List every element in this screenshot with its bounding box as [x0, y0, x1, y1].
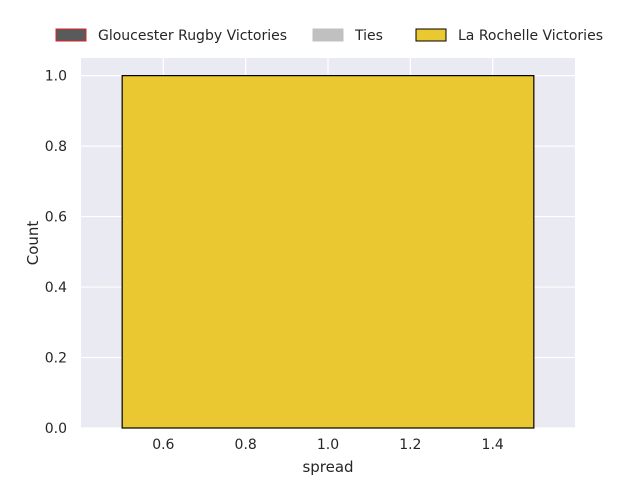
legend-swatch-0: [55, 28, 87, 42]
legend-swatch-2: [415, 28, 447, 42]
bars-group: [121, 75, 535, 429]
legend: Gloucester Rugby Victories Ties La Rochell…: [55, 28, 603, 44]
legend-label-1: Ties: [354, 28, 383, 44]
y-axis-label: Count: [24, 221, 42, 266]
y-tick-label-1: 0.2: [45, 351, 67, 367]
y-tick-label-5: 1.0: [45, 69, 67, 85]
x-tick-label-1: 0.8: [235, 437, 257, 453]
x-tick-labels: 0.6 0.8 1.0 1.2 1.4: [152, 437, 504, 453]
legend-label-0: Gloucester Rugby Victories: [98, 28, 287, 44]
y-tick-label-2: 0.4: [45, 280, 67, 296]
x-tick-label-0: 0.6: [152, 437, 174, 453]
y-tick-label-4: 0.8: [45, 139, 67, 155]
legend-swatch-1: [312, 28, 344, 42]
bar-2-0: [121, 75, 535, 429]
y-tick-label-0: 0.0: [45, 421, 67, 437]
y-tick-label-3: 0.6: [45, 210, 67, 226]
x-tick-label-2: 1.0: [317, 437, 339, 453]
x-tick-label-3: 1.2: [399, 437, 421, 453]
x-tick-label-4: 1.4: [482, 437, 504, 453]
legend-label-2: La Rochelle Victories: [458, 28, 603, 44]
y-tick-labels: 0.0 0.2 0.4 0.6 0.8 1.0: [45, 69, 67, 437]
x-axis-label: spread: [302, 458, 353, 476]
